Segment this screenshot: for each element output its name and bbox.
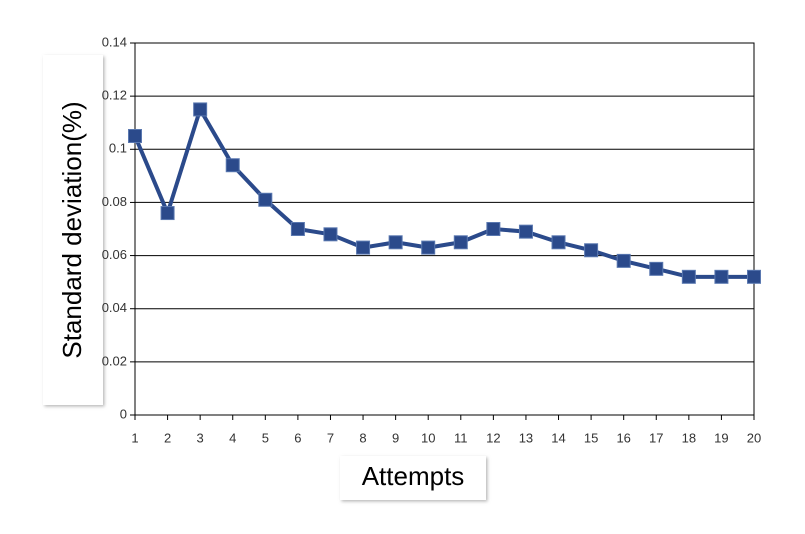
x-tick-label: 5 [262,430,269,445]
marker [160,206,175,221]
plot-frame [134,42,755,416]
marker [128,129,142,143]
y-tick-label: 0.12 [102,88,127,103]
marker [747,269,761,284]
x-tick-label: 3 [197,430,204,445]
x-tick-label: 16 [616,430,630,445]
marker [486,222,501,236]
marker [421,240,436,255]
y-tick-label: 0.02 [102,353,127,368]
y-title-box [43,55,103,405]
y-tick-label: 0.08 [102,194,127,209]
marker [453,235,468,250]
marker [323,227,338,242]
x-tick-label: 14 [551,430,565,445]
x-tick-label: 18 [682,430,696,445]
x-tick-label: 2 [164,430,171,445]
y-tick-label: 0.04 [102,300,127,315]
marker [518,224,533,239]
x-tick-label: 9 [392,430,399,445]
x-tick-label: 6 [294,430,301,445]
y-tick-label: 0.14 [102,34,127,49]
x-axis-title: Attempts [362,461,465,491]
x-tick-label: 11 [454,430,468,445]
marker [290,222,305,236]
marker [551,235,566,250]
marker [258,192,273,207]
x-tick-label: 19 [714,430,728,445]
marker [616,253,631,268]
y-tick-label: 0.06 [102,247,127,262]
y-tick-label: 0.1 [109,141,127,156]
marker [388,235,403,250]
line [133,107,754,279]
x-tick-label: 15 [584,430,598,445]
x-tick-label: 8 [359,430,366,445]
x-title-box [340,456,486,500]
marker [225,158,240,173]
x-tick-label: 20 [747,430,761,445]
x-tick-label: 10 [421,430,435,445]
x-tick-label: 12 [486,430,500,445]
x-tick-label: 17 [649,430,663,445]
marker [714,269,729,284]
marker [649,261,664,276]
x-tick-label: 1 [131,430,138,445]
x-tick-label: 7 [327,430,334,445]
marker [681,269,696,284]
marker [356,240,371,255]
x-tick-label: 13 [519,430,533,445]
y-tick-label: 0 [120,406,127,421]
marker [584,243,599,258]
x-tick-label: 4 [229,430,236,445]
marker [193,102,208,117]
y-axis-title: Standard deviation(%) [57,101,87,358]
